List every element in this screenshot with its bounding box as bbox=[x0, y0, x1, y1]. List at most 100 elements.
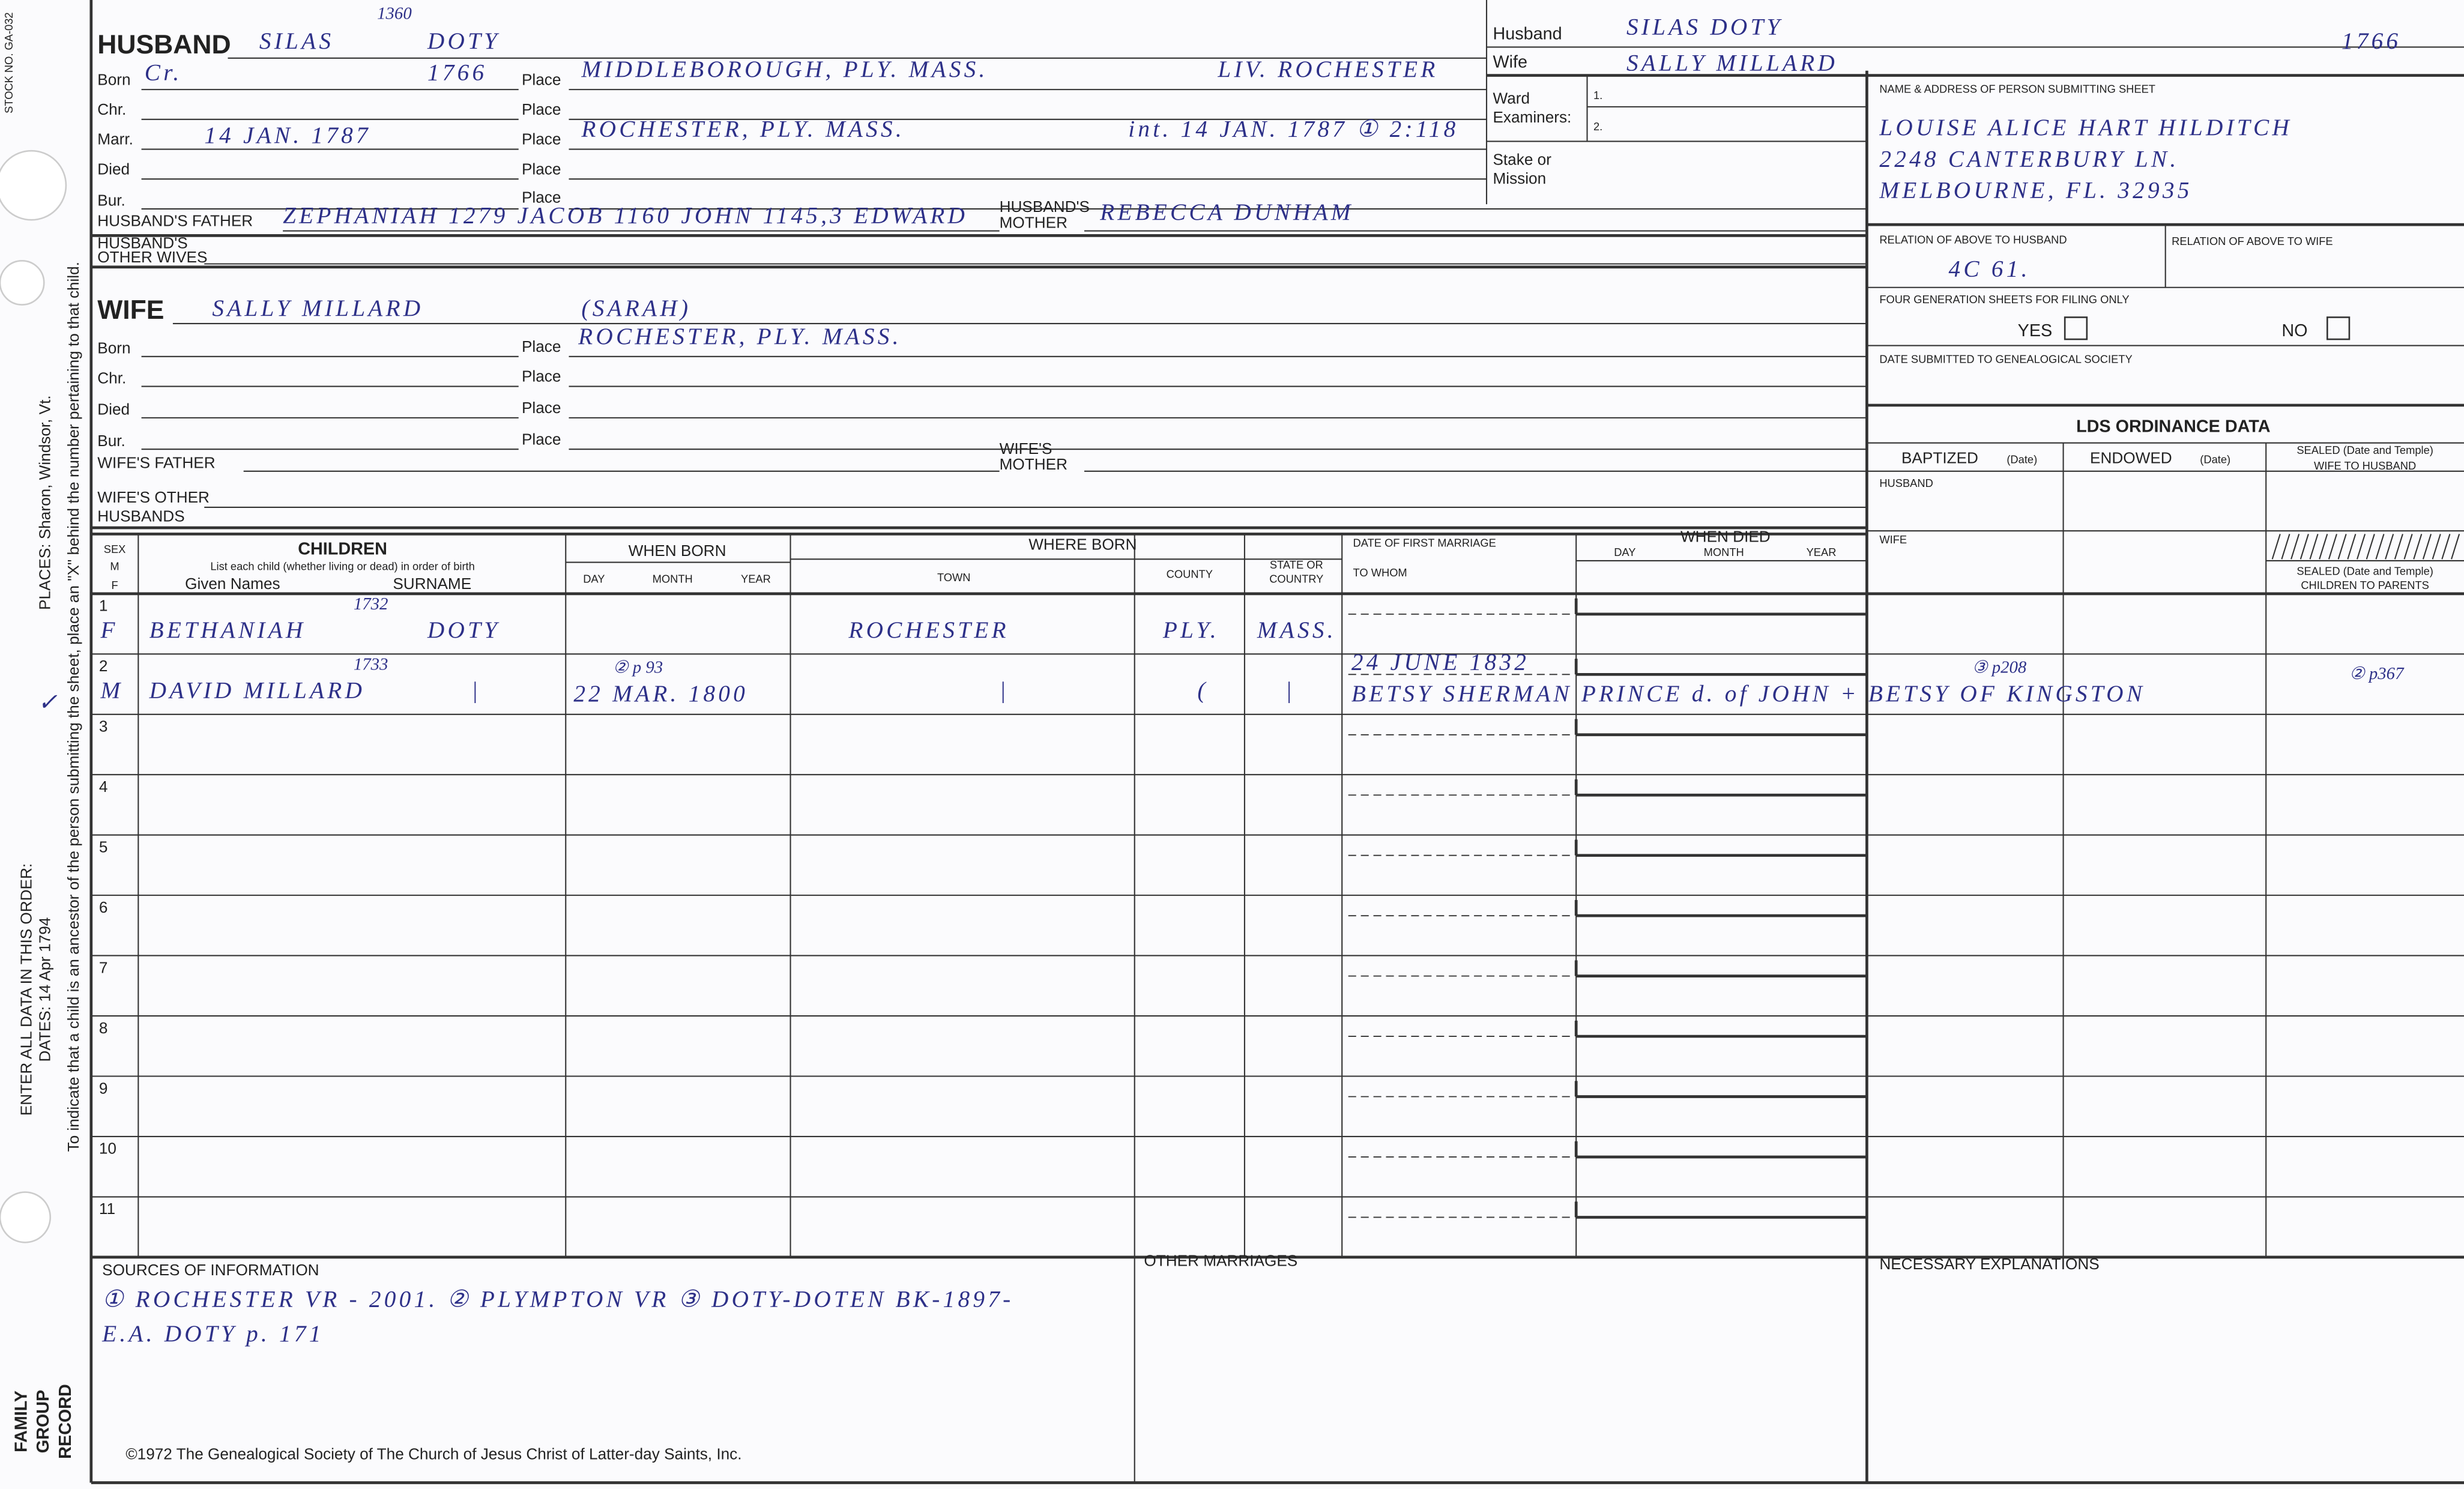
four-gen-label: FOUR GENERATION SHEETS FOR FILING ONLY bbox=[1879, 293, 2129, 306]
month: MONTH bbox=[653, 573, 693, 585]
month: MONTH bbox=[1704, 546, 1744, 558]
state: | bbox=[1285, 678, 1295, 704]
name-lines: LOUISE ALICE HART HILDITCH bbox=[1879, 115, 2292, 140]
died: Died bbox=[97, 160, 130, 178]
died: Died bbox=[97, 400, 130, 418]
place: Place bbox=[522, 70, 561, 88]
form-texts: STOCK NO. GA-032 PLACES: Sharon, Windsor,… bbox=[2, 4, 2433, 1463]
husband-year: 1766 bbox=[2342, 28, 2401, 54]
marr-place: ROCHESTER, PLY. MASS. bbox=[581, 116, 904, 142]
number: 1 bbox=[99, 597, 108, 615]
number: 10 bbox=[99, 1140, 116, 1158]
yes: YES bbox=[2018, 321, 2053, 340]
number: 8 bbox=[99, 1019, 108, 1037]
when-born: WHEN BORN bbox=[629, 542, 726, 560]
no-checkbox bbox=[2326, 316, 2351, 340]
form-line bbox=[2357, 534, 2366, 560]
father-label: WIFE'S FATHER bbox=[97, 454, 215, 472]
place: Place bbox=[522, 337, 561, 355]
punch-hole bbox=[0, 150, 67, 221]
label: WIFE bbox=[97, 295, 164, 325]
form-line bbox=[2366, 534, 2375, 560]
title: CHILDREN bbox=[298, 539, 387, 558]
other-marriages: OTHER MARRIAGES bbox=[1144, 1252, 1297, 1270]
punch-hole bbox=[0, 259, 45, 306]
mother-label: MOTHER bbox=[1000, 213, 1067, 231]
place: Place bbox=[522, 188, 561, 206]
sealed-note: ② p367 bbox=[2349, 664, 2405, 683]
sealed-children: SEALED (Date and Temple) bbox=[2296, 564, 2433, 577]
birth-note: 1732 bbox=[354, 594, 388, 614]
born-year: 1766 bbox=[427, 59, 487, 85]
name-lines: 2248 CANTERBURY LN. bbox=[1879, 146, 2179, 172]
marr-date: 14 JAN. 1787 bbox=[204, 122, 371, 148]
form-line bbox=[2290, 534, 2300, 560]
ward-label: Ward bbox=[1493, 89, 1530, 107]
stake-label: Mission bbox=[1493, 169, 1546, 187]
father: ZEPHANIAH 1279 JACOB 1160 JOHN 1145,3 ED… bbox=[283, 202, 968, 228]
first-marriage: DATE OF FIRST MARRIAGE bbox=[1353, 536, 1496, 549]
father-label: HUSBAND'S FATHER bbox=[97, 212, 253, 230]
bur: Bur. bbox=[97, 432, 125, 450]
other-husbands-label: WIFE'S OTHER bbox=[97, 488, 210, 506]
record-title: FAMILY bbox=[11, 1391, 31, 1452]
form-line bbox=[2451, 534, 2460, 560]
header: NAME & ADDRESS OF PERSON SUBMITTING SHEE… bbox=[1879, 82, 2155, 95]
form-line bbox=[2347, 534, 2357, 560]
state: STATE OR bbox=[1270, 558, 1323, 571]
wife-label: Wife bbox=[1493, 52, 1527, 71]
sex: M bbox=[100, 678, 124, 704]
punch-hole bbox=[0, 1191, 52, 1243]
form-line bbox=[2394, 534, 2403, 560]
form-line bbox=[2337, 534, 2347, 560]
name-lines: MELBOURNE, FL. 32935 bbox=[1879, 178, 2192, 204]
born-note: ② p 93 bbox=[613, 658, 663, 677]
place: Place bbox=[522, 367, 561, 385]
relation-wife-label: RELATION OF ABOVE TO WIFE bbox=[2172, 235, 2333, 247]
born-place: MIDDLEBOROUGH, PLY. MASS. bbox=[581, 56, 988, 82]
sealed-wife: WIFE TO HUSBAND bbox=[2314, 459, 2416, 472]
marr: Marr. bbox=[97, 130, 133, 148]
record-title: RECORD bbox=[56, 1384, 75, 1459]
form-line bbox=[2299, 534, 2309, 560]
label: SOURCES OF INFORMATION bbox=[102, 1261, 319, 1279]
instruction: List each child (whether living or dead)… bbox=[210, 560, 474, 573]
marriage-date: 24 JUNE 1832 bbox=[1351, 649, 1529, 675]
surname: DOTY bbox=[427, 28, 500, 54]
place: Place bbox=[522, 130, 561, 148]
day: DAY bbox=[1614, 546, 1635, 558]
alt-name: (SARAH) bbox=[581, 295, 691, 321]
given-names: BETHANIAH bbox=[149, 617, 306, 643]
wife: WIFE bbox=[1879, 533, 1907, 546]
explanations: NECESSARY EXPLANATIONS bbox=[1879, 1255, 2099, 1273]
no: NO bbox=[2281, 321, 2307, 340]
form-line bbox=[2319, 534, 2328, 560]
born: Born bbox=[97, 339, 130, 357]
yes-checkbox bbox=[2064, 316, 2088, 340]
given: Given Names bbox=[185, 575, 280, 593]
husband-label: Husband bbox=[1493, 24, 1562, 43]
number: 9 bbox=[99, 1079, 108, 1097]
where-born: WHERE BORN bbox=[1028, 536, 1137, 554]
when-died: WHEN DIED bbox=[1680, 528, 1771, 546]
form-line bbox=[2422, 534, 2432, 560]
sex: SEX bbox=[104, 543, 126, 555]
county: COUNTY bbox=[1167, 568, 1213, 581]
day: DAY bbox=[583, 573, 605, 585]
baptized: BAPTIZED bbox=[1901, 449, 1978, 467]
sex: F bbox=[100, 617, 118, 643]
born: 22 MAR. 1800 bbox=[573, 681, 748, 707]
year: YEAR bbox=[1807, 546, 1837, 558]
place: Place bbox=[522, 160, 561, 178]
form-line bbox=[2432, 534, 2441, 560]
to-whom: TO WHOM bbox=[1353, 566, 1407, 579]
relation-husband-label: RELATION OF ABOVE TO HUSBAND bbox=[1879, 233, 2067, 246]
places: PLACES: Sharon, Windsor, Vt. bbox=[36, 395, 54, 610]
name: SALLY MILLARD bbox=[212, 295, 423, 321]
sealed-wife: SEALED (Date and Temple) bbox=[2296, 444, 2433, 456]
born-day: Cr. bbox=[145, 59, 183, 85]
label: HUSBAND bbox=[97, 30, 231, 59]
m: M bbox=[110, 560, 119, 573]
year: YEAR bbox=[741, 573, 771, 585]
f: F bbox=[111, 579, 118, 591]
